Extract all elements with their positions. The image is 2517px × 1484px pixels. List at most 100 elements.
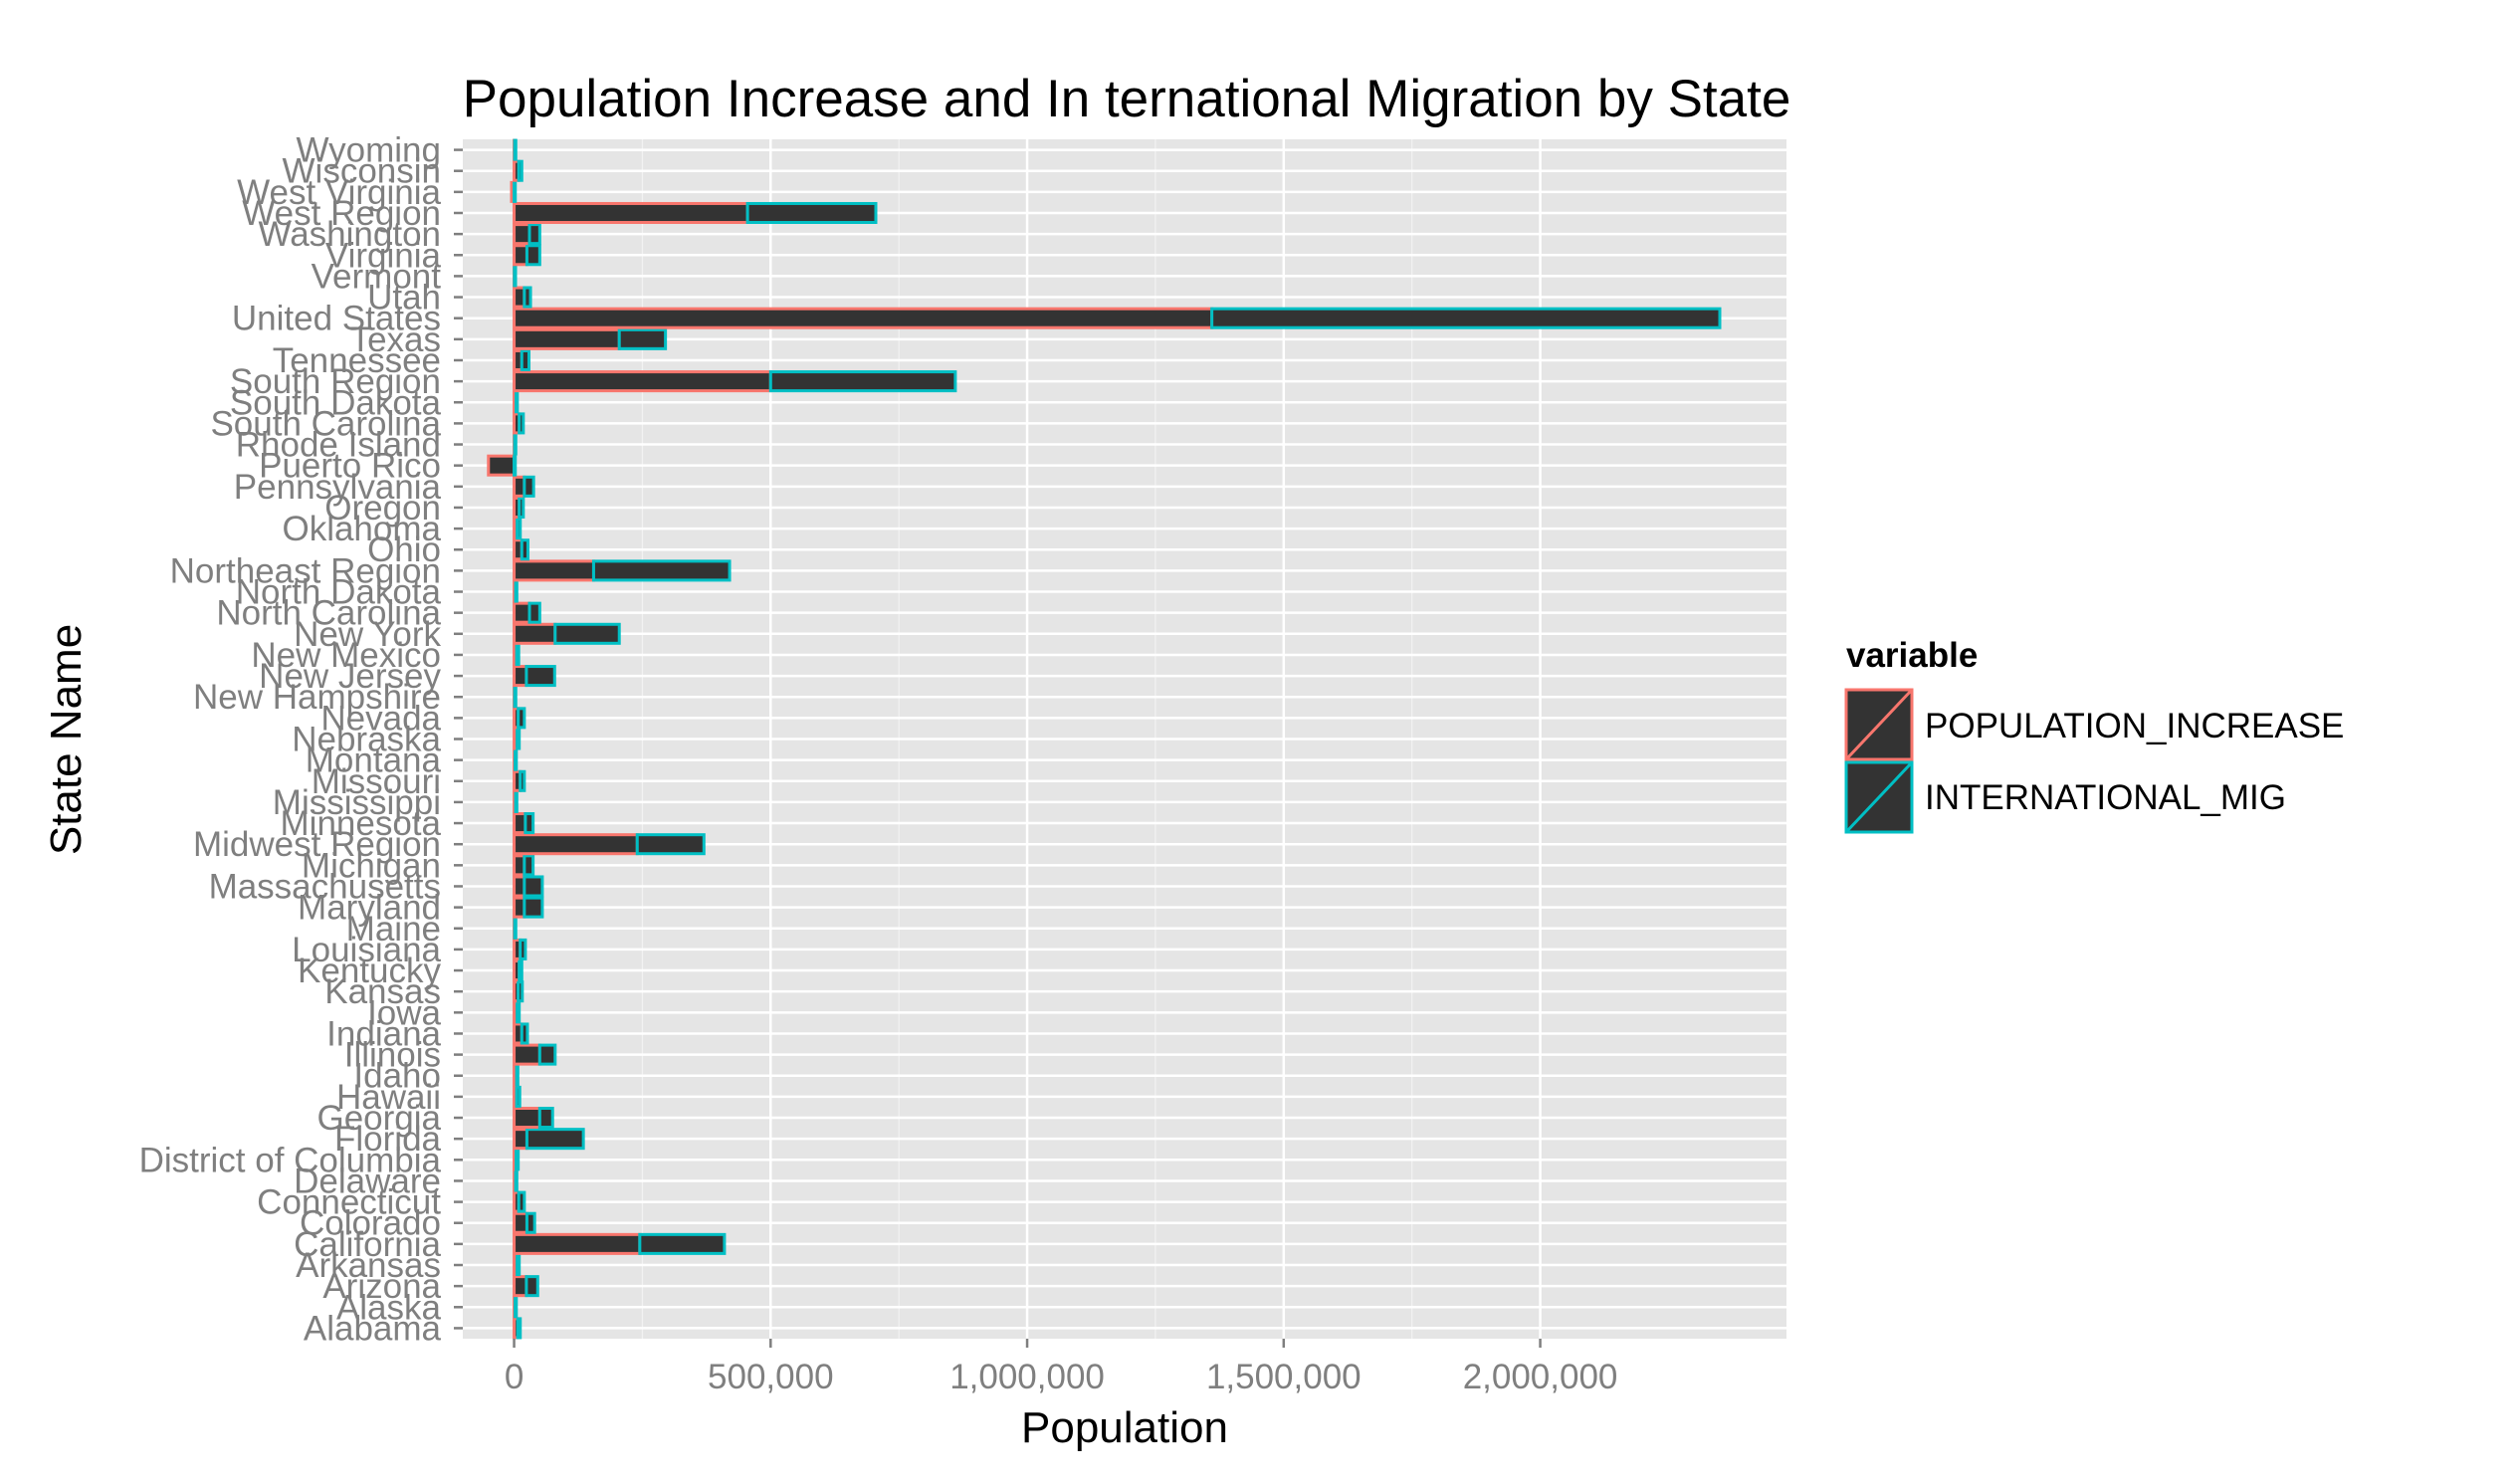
y-tick-label-maryland: Maryland xyxy=(298,889,441,928)
bar-north-carolina-international-mig xyxy=(527,601,541,624)
y-tick-label-united-states: United States xyxy=(232,300,441,338)
bar-south-dakota-international-mig xyxy=(515,391,520,414)
bar-utah-international-mig xyxy=(523,286,532,309)
bar-ohio-international-mig xyxy=(520,538,529,561)
y-tick-label-florida: Florida xyxy=(334,1120,442,1159)
bar-washington-international-mig xyxy=(527,223,541,246)
bar-mississippi-international-mig xyxy=(514,790,519,813)
bar-maine-international-mig xyxy=(513,917,518,940)
y-tick-label-pennsylvania: Pennsylvania xyxy=(234,468,442,507)
bar-puerto-rico-international-mig xyxy=(513,454,518,477)
y-tick-label-south-region: South Region xyxy=(230,362,441,401)
bar-indiana-international-mig xyxy=(520,1022,529,1045)
bar-nebraska-international-mig xyxy=(516,728,522,750)
x-tick-label: 2,000,000 xyxy=(1463,1358,1618,1396)
y-tick-label-west-virginia: West Virginia xyxy=(237,173,441,212)
chart-title: Population Increase and In ternational M… xyxy=(463,70,1791,128)
bar-massachusetts-population-increase xyxy=(513,875,526,898)
bar-wyoming-international-mig xyxy=(513,138,518,161)
y-tick-label-new-jersey: New Jersey xyxy=(259,657,441,696)
y-tick-label-utah: Utah xyxy=(367,279,441,318)
y-tick-label-hawaii: Hawaii xyxy=(336,1078,441,1117)
y-tick-label-idaho: Idaho xyxy=(353,1057,441,1096)
bar-texas-population-increase xyxy=(513,327,621,350)
bar-new-york-population-increase xyxy=(513,622,557,645)
y-tick-label-oregon: Oregon xyxy=(324,489,441,528)
y-tick-label-north-carolina: North Carolina xyxy=(216,594,441,633)
bar-new-york-international-mig xyxy=(553,622,621,645)
bar-south-region-population-increase xyxy=(513,370,772,393)
bar-illinois-international-mig xyxy=(537,1043,557,1066)
y-tick-label-nebraska: Nebraska xyxy=(292,721,441,759)
bar-west-region-international-mig xyxy=(745,201,878,225)
bar-arizona-international-mig xyxy=(524,1275,539,1298)
x-axis-title: Population xyxy=(1021,1403,1228,1452)
bar-pennsylvania-international-mig xyxy=(523,475,535,498)
bar-vermont-international-mig xyxy=(513,265,518,288)
bar-delaware-international-mig xyxy=(514,1169,519,1192)
y-tick-label-ohio: Ohio xyxy=(367,530,441,569)
bar-northeast-region-population-increase xyxy=(513,559,595,582)
bar-united-states-international-mig xyxy=(1210,307,1722,329)
legend-key-population-increase xyxy=(1844,688,1914,761)
bar-hawaii-international-mig xyxy=(515,1085,522,1108)
bar-new-mexico-international-mig xyxy=(515,643,521,666)
bar-northeast-region-international-mig xyxy=(591,559,732,582)
y-tick-label-montana: Montana xyxy=(306,742,442,780)
y-tick-label-vermont: Vermont xyxy=(312,257,442,296)
y-tick-label-midwest-region: Midwest Region xyxy=(193,825,441,864)
bar-new-jersey-population-increase xyxy=(513,665,528,688)
y-tick-label-tennessee: Tennessee xyxy=(273,341,441,380)
legend-label-international-mig: INTERNATIONAL_MIG xyxy=(1925,778,2286,817)
y-tick-label-kansas: Kansas xyxy=(324,972,441,1011)
bar-louisiana-international-mig xyxy=(519,938,527,960)
bar-florida-international-mig xyxy=(524,1128,585,1151)
bar-utah-population-increase xyxy=(513,286,526,309)
y-tick-label-louisiana: Louisiana xyxy=(292,931,441,969)
bar-colorado-population-increase xyxy=(513,1211,528,1234)
y-tick-label-texas: Texas xyxy=(350,320,441,359)
y-tick-label-arkansas: Arkansas xyxy=(296,1246,441,1285)
y-tick-label-district-of-columbia: District of Columbia xyxy=(139,1141,442,1179)
y-tick-label-oklahoma: Oklahoma xyxy=(282,510,441,548)
y-tick-label-new-mexico: New Mexico xyxy=(251,636,441,675)
x-tick-label: 0 xyxy=(505,1358,524,1396)
y-tick-label-minnesota: Minnesota xyxy=(281,804,442,843)
bar-arkansas-international-mig xyxy=(516,1253,522,1277)
bar-alaska-international-mig xyxy=(514,1296,519,1319)
y-tick-label-mississippi: Mississippi xyxy=(273,783,441,822)
bar-united-states-population-increase xyxy=(513,307,1214,329)
bar-kansas-international-mig xyxy=(517,980,524,1003)
bar-virginia-international-mig xyxy=(524,244,541,267)
bar-maryland-international-mig xyxy=(523,896,544,919)
y-axis: AlabamaAlaskaArizonaArkansasCaliforniaCo… xyxy=(139,131,463,1348)
bar-south-region-international-mig xyxy=(768,370,957,393)
y-tick-label-west-region: West Region xyxy=(242,194,441,233)
bar-district-of-columbia-international-mig xyxy=(515,1149,521,1171)
bar-oregon-international-mig xyxy=(518,496,525,519)
x-tick-label: 1,500,000 xyxy=(1206,1358,1362,1396)
legend-swatch-population-increase-slash xyxy=(1844,688,1914,761)
x-tick-label: 1,000,000 xyxy=(949,1358,1105,1396)
y-tick-label-northeast-region: Northeast Region xyxy=(170,551,441,590)
y-tick-label-virginia: Virginia xyxy=(325,236,442,275)
bar-new-jersey-international-mig xyxy=(524,665,556,688)
bar-arizona-population-increase xyxy=(513,1275,528,1298)
bar-south-carolina-international-mig xyxy=(518,412,525,435)
bar-michigan-international-mig xyxy=(523,854,535,877)
bar-iowa-international-mig xyxy=(516,1001,522,1024)
bar-new-hampshire-international-mig xyxy=(513,686,518,709)
bar-colorado-international-mig xyxy=(524,1211,536,1234)
y-tick-label-massachusetts: Massachusetts xyxy=(209,867,441,906)
y-tick-label-new-hampshire: New Hampshire xyxy=(193,678,441,717)
y-tick-label-nevada: Nevada xyxy=(320,699,441,738)
bar-maryland-population-increase xyxy=(513,896,526,919)
bar-minnesota-international-mig xyxy=(524,812,535,835)
y-tick-label-michigan: Michigan xyxy=(302,846,441,885)
y-tick-label-colorado: Colorado xyxy=(300,1204,441,1243)
bar-georgia-population-increase xyxy=(513,1107,541,1130)
x-tick-label: 500,000 xyxy=(708,1358,834,1396)
bar-west-region-population-increase xyxy=(513,201,749,225)
y-tick-label-south-dakota: South Dakota xyxy=(230,383,442,422)
x-axis: 0 500,000 1,000,000 1,500,000 2,000,000 xyxy=(505,1339,1618,1396)
